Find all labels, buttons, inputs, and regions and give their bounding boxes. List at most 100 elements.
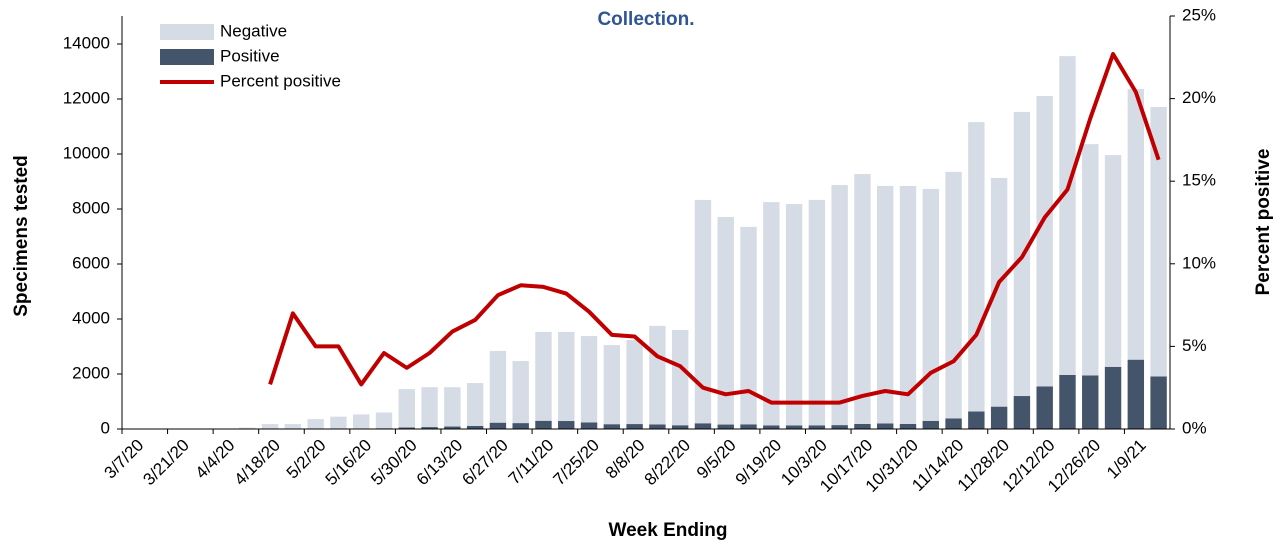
bar-segment <box>353 414 370 429</box>
bar-segment <box>444 387 461 427</box>
bar-segment <box>1036 95 1053 387</box>
bar-segment <box>649 325 666 425</box>
bar-segment <box>512 423 529 429</box>
bar-segment <box>626 339 643 425</box>
bar-segment <box>580 422 598 429</box>
bar-segment <box>1127 359 1145 429</box>
y2-tick-label: 25% <box>1182 5 1216 24</box>
y-tick-label: 0 <box>101 418 110 437</box>
bar-segment <box>763 425 780 429</box>
bar-segment <box>671 330 689 426</box>
bar-segment <box>558 331 575 422</box>
bar-segment <box>375 412 393 429</box>
bar-segment <box>763 202 780 426</box>
bar-segment <box>854 423 871 429</box>
bar-segment <box>990 406 1008 429</box>
x-tick-label: 7/11/20 <box>505 436 558 489</box>
y-tick-label: 6000 <box>72 253 110 272</box>
bar-segment <box>1059 374 1076 429</box>
bar-segment <box>330 416 347 429</box>
bar-segment <box>466 425 484 429</box>
bar-segment <box>1127 89 1145 360</box>
bar-segment <box>558 421 575 429</box>
bar-segment <box>740 226 757 425</box>
bar-segment <box>421 387 438 428</box>
x-axis-title: Week Ending <box>609 520 728 541</box>
bar-segment <box>899 185 917 424</box>
bar-segment <box>649 424 666 429</box>
bar-segment <box>489 422 507 429</box>
bar-segment <box>284 424 302 429</box>
bar-segment <box>990 177 1008 407</box>
bar-segment <box>239 427 256 429</box>
bar-segment <box>922 188 939 421</box>
legend-label: Positive <box>220 46 280 65</box>
bar-segment <box>1150 376 1167 429</box>
bar-segment <box>580 336 598 423</box>
y2-tick-label: 10% <box>1182 253 1216 272</box>
bar-segment <box>922 420 939 429</box>
y2-tick-label: 5% <box>1182 336 1207 355</box>
bar-segment <box>421 427 438 429</box>
bar-segment <box>1082 375 1099 429</box>
bar-segment <box>694 199 712 424</box>
bar-segment <box>968 122 985 412</box>
x-tick-label: 4/18/20 <box>231 436 285 490</box>
bar-segment <box>444 426 461 429</box>
bar-segment <box>626 424 643 429</box>
y2-axis-title: Percent positive <box>1253 149 1274 296</box>
y-tick-label: 4000 <box>72 308 110 327</box>
percent-line <box>268 51 1161 405</box>
x-tick-label: 7/25/20 <box>549 436 603 490</box>
bar-segment <box>535 420 552 429</box>
bar-segment <box>877 423 894 429</box>
bar-segment <box>671 425 689 429</box>
bar-segment <box>1150 106 1167 377</box>
bar-segment <box>398 389 415 428</box>
y2-tick-label: 20% <box>1182 88 1216 107</box>
bar-segment <box>1104 366 1122 429</box>
bar-segment <box>831 185 848 426</box>
bar-segment <box>535 331 552 421</box>
legend-swatch <box>160 24 214 40</box>
bar-segment <box>603 345 621 425</box>
y-tick-label: 2000 <box>72 363 110 382</box>
x-tick-label: 3/21/20 <box>139 436 193 490</box>
y-axis-title: Specimens tested <box>11 155 32 317</box>
legend-label: Negative <box>220 21 287 40</box>
y-tick-label: 10000 <box>63 143 110 162</box>
x-tick-label: 5/30/20 <box>367 436 421 490</box>
bar-segment <box>1013 396 1031 429</box>
chart-title: Collection. <box>597 9 694 30</box>
legend-swatch <box>160 49 214 65</box>
bar-segment <box>398 427 415 429</box>
bar-segment <box>603 424 621 429</box>
x-tick-label: 6/13/20 <box>413 436 467 490</box>
bar-segment <box>899 423 917 429</box>
bar-segment <box>1036 386 1053 429</box>
bar-segment <box>877 185 894 424</box>
bar-segment <box>307 419 324 429</box>
bar-segment <box>854 174 871 424</box>
x-tick-label: 8/22/20 <box>641 436 695 490</box>
y-tick-label: 8000 <box>72 198 110 217</box>
x-tick-label: 6/27/20 <box>458 436 512 490</box>
bar-segment <box>717 424 734 429</box>
y-tick-label: 14000 <box>63 33 110 52</box>
bar-segment <box>489 350 507 423</box>
bar-segment <box>1082 144 1099 376</box>
bar-segment <box>1059 56 1076 375</box>
y-tick-label: 12000 <box>63 88 110 107</box>
bar-segment <box>261 424 279 429</box>
bar-segment <box>945 171 962 419</box>
x-tick-label: 1/9/21 <box>1103 436 1150 483</box>
x-tick-label: 5/16/20 <box>322 436 376 490</box>
bar-segment <box>808 425 826 429</box>
bar-segment <box>808 199 826 426</box>
bar-segment <box>968 411 985 429</box>
bar-segment <box>785 425 803 429</box>
bar-segment <box>717 216 734 425</box>
x-tick-label: 9/19/20 <box>732 436 786 490</box>
